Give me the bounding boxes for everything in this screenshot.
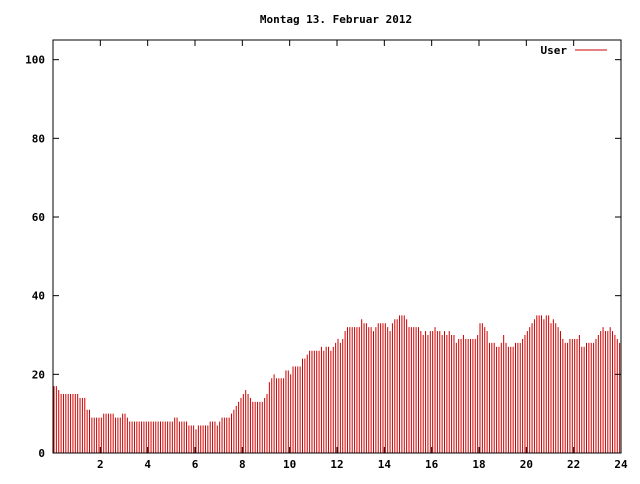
x-tick-label: 4 <box>144 458 151 471</box>
x-tick-label: 12 <box>330 458 343 471</box>
y-axis: 0 20 40 60 80 100 <box>25 54 621 460</box>
x-tick-label: 2 <box>97 458 104 471</box>
x-tick-label: 8 <box>239 458 246 471</box>
chart-title: Montag 13. Februar 2012 <box>260 13 412 26</box>
y-tick-label: 0 <box>38 447 45 460</box>
y-tick-label: 40 <box>32 290 45 303</box>
legend-label: User <box>541 44 568 57</box>
x-tick-label: 16 <box>425 458 439 471</box>
y-tick-label: 80 <box>32 132 45 145</box>
bar-group <box>53 315 621 453</box>
x-tick-label: 20 <box>520 458 533 471</box>
y-tick-label: 60 <box>32 211 45 224</box>
x-tick-label: 24 <box>614 458 628 471</box>
y-tick-label: 20 <box>32 368 45 381</box>
legend: User <box>541 44 607 57</box>
y-tick-label: 100 <box>25 54 45 67</box>
x-tick-label: 14 <box>378 458 392 471</box>
x-tick-label: 18 <box>472 458 485 471</box>
x-tick-label: 10 <box>283 458 296 471</box>
x-axis: 2 4 6 8 10 12 14 16 18 20 22 24 <box>97 40 628 471</box>
x-tick-label: 22 <box>567 458 580 471</box>
x-tick-label: 6 <box>192 458 199 471</box>
